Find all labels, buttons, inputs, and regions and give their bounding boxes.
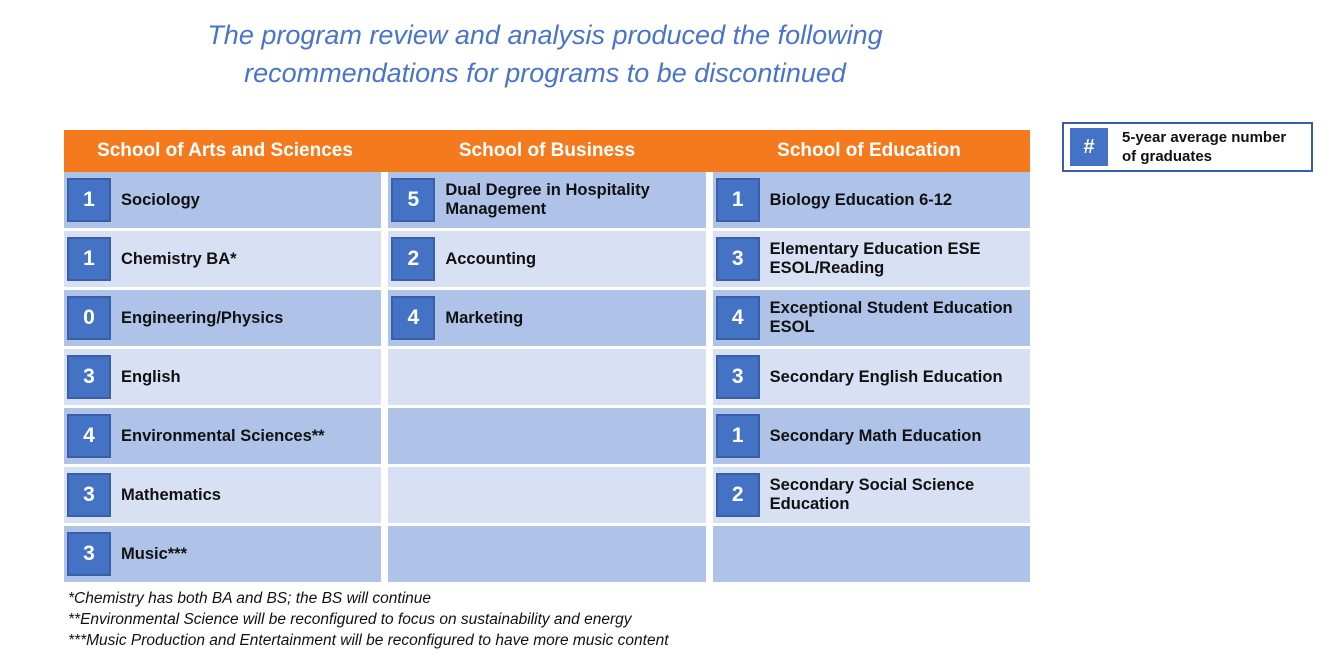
empty-cell <box>388 467 706 523</box>
program-cell: 3 English <box>64 349 382 405</box>
graduate-count-badge: 1 <box>67 178 111 222</box>
program-name: Secondary English Education <box>769 367 1003 386</box>
legend-label: 5-year average number of graduates <box>1122 129 1287 165</box>
table-body: 1 Sociology 5 Dual Degree in Hospitality… <box>64 172 1030 582</box>
graduate-count-badge: 0 <box>67 296 111 340</box>
graduate-count-badge: 1 <box>715 414 760 458</box>
graduate-count-badge: 3 <box>67 473 111 517</box>
empty-cell <box>388 349 706 405</box>
program-cell: 2 Secondary Social Science Education <box>712 467 1030 523</box>
empty-cell <box>712 526 1030 582</box>
program-cell: 1 Biology Education 6-12 <box>712 172 1030 228</box>
graduate-count-badge: 5 <box>391 178 436 222</box>
table-header-row: School of Arts and Sciences School of Bu… <box>64 130 1030 172</box>
program-cell: 3 Secondary English Education <box>712 349 1030 405</box>
graduate-count-badge: 3 <box>67 355 111 399</box>
program-name: Music*** <box>121 544 188 563</box>
column-header-business: School of Business <box>458 140 636 161</box>
program-name: Secondary Math Education <box>769 426 982 445</box>
program-cell: 3 Elementary Education ESE ESOL/Reading <box>712 231 1030 287</box>
column-header-education: School of Education <box>777 140 961 161</box>
graduate-count-badge: 1 <box>67 237 111 281</box>
program-cell: 0 Engineering/Physics <box>64 290 382 346</box>
graduate-count-badge: 3 <box>715 355 760 399</box>
graduate-count-badge: 2 <box>715 473 760 517</box>
program-cell: 3 Music*** <box>64 526 382 582</box>
program-name: Elementary Education ESE ESOL/Reading <box>769 240 981 277</box>
program-name: Secondary Social Science Education <box>769 476 975 513</box>
program-name: Environmental Sciences** <box>121 426 325 445</box>
program-cell: 4 Environmental Sciences** <box>64 408 382 464</box>
program-name: English <box>121 367 181 386</box>
program-name: Engineering/Physics <box>121 308 284 327</box>
program-name: Marketing <box>445 308 524 327</box>
legend-number-badge: # <box>1070 128 1108 166</box>
graduate-count-badge: 3 <box>67 532 111 576</box>
program-name: Exceptional Student Education ESOL <box>769 299 1013 336</box>
program-cell: 4 Exceptional Student Education ESOL <box>712 290 1030 346</box>
graduate-count-badge: 2 <box>391 237 436 281</box>
program-name: Mathematics <box>121 485 221 504</box>
program-name: Sociology <box>121 190 200 209</box>
graduate-count-badge: 3 <box>715 237 760 281</box>
program-cell: 1 Secondary Math Education <box>712 408 1030 464</box>
program-name: Dual Degree in Hospitality Management <box>445 181 650 218</box>
program-review-table: School of Arts and Sciences School of Bu… <box>64 130 1030 582</box>
footnotes: *Chemistry has both BA and BS; the BS wi… <box>68 588 669 651</box>
program-cell: 2 Accounting <box>388 231 706 287</box>
slide-title: The program review and analysis produced… <box>60 16 1030 92</box>
slide-title-line1: The program review and analysis produced… <box>207 20 883 50</box>
footnote-music: ***Music Production and Entertainment wi… <box>68 632 669 649</box>
program-name: Biology Education 6-12 <box>769 190 953 209</box>
graduate-count-badge: 4 <box>391 296 436 340</box>
program-name: Chemistry BA* <box>121 249 237 268</box>
graduate-count-badge: 1 <box>715 178 760 222</box>
graduate-count-badge: 4 <box>67 414 111 458</box>
program-cell: 3 Mathematics <box>64 467 382 523</box>
footnote-environmental: **Environmental Science will be reconfig… <box>68 611 632 628</box>
empty-cell <box>388 408 706 464</box>
program-cell: 1 Chemistry BA* <box>64 231 382 287</box>
slide-title-line2: recommendations for programs to be disco… <box>244 58 846 88</box>
legend-box: # 5-year average number of graduates <box>1062 122 1313 172</box>
program-cell: 5 Dual Degree in Hospitality Management <box>388 172 706 228</box>
program-name: Accounting <box>445 249 537 268</box>
graduate-count-badge: 4 <box>715 296 760 340</box>
column-header-arts-sciences: School of Arts and Sciences <box>97 140 353 161</box>
footnote-chemistry: *Chemistry has both BA and BS; the BS wi… <box>68 590 432 607</box>
empty-cell <box>388 526 706 582</box>
program-cell: 4 Marketing <box>388 290 706 346</box>
program-cell: 1 Sociology <box>64 172 382 228</box>
